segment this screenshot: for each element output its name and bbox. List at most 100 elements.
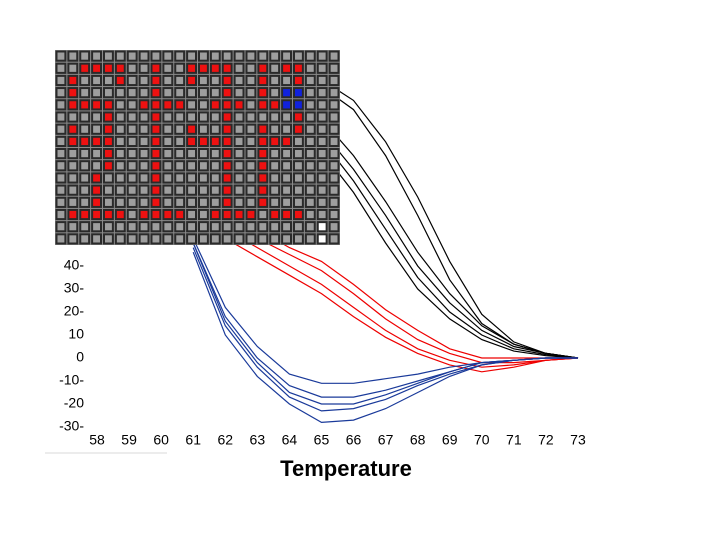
well bbox=[283, 198, 290, 206]
well bbox=[140, 235, 148, 243]
well bbox=[81, 89, 89, 97]
well bbox=[152, 113, 160, 121]
well bbox=[57, 198, 65, 206]
well bbox=[283, 89, 290, 97]
well bbox=[283, 101, 290, 109]
well bbox=[93, 52, 100, 60]
well bbox=[306, 101, 314, 109]
well bbox=[57, 101, 65, 109]
well bbox=[200, 162, 207, 170]
well bbox=[188, 101, 195, 109]
well bbox=[259, 162, 267, 170]
well bbox=[306, 174, 314, 182]
well bbox=[271, 137, 279, 145]
well bbox=[128, 174, 136, 182]
well bbox=[81, 52, 89, 60]
well bbox=[223, 89, 231, 97]
well bbox=[295, 186, 302, 194]
x-tick-label: 67 bbox=[378, 432, 394, 448]
well bbox=[176, 137, 184, 145]
x-tick-label: 73 bbox=[570, 432, 586, 448]
well bbox=[116, 198, 124, 206]
well bbox=[57, 186, 65, 194]
well bbox=[69, 64, 77, 72]
well bbox=[211, 52, 219, 60]
well bbox=[330, 137, 338, 145]
well bbox=[176, 186, 184, 194]
well bbox=[271, 113, 279, 121]
well bbox=[176, 210, 184, 219]
well bbox=[295, 223, 302, 231]
well bbox=[188, 125, 195, 133]
well bbox=[306, 125, 314, 133]
x-tick-label: 59 bbox=[121, 432, 137, 448]
curve bbox=[225, 237, 579, 373]
x-tick-label: 71 bbox=[506, 432, 522, 448]
well bbox=[283, 223, 290, 231]
well bbox=[81, 101, 89, 109]
well bbox=[105, 113, 112, 121]
well bbox=[188, 186, 195, 194]
well bbox=[223, 223, 231, 231]
well bbox=[105, 235, 112, 243]
well bbox=[152, 223, 160, 231]
well bbox=[259, 210, 267, 219]
well bbox=[116, 150, 124, 158]
well bbox=[93, 113, 100, 121]
well bbox=[223, 137, 231, 145]
well bbox=[259, 198, 267, 206]
well bbox=[247, 125, 255, 133]
well bbox=[140, 113, 148, 121]
well bbox=[211, 235, 219, 243]
well bbox=[247, 198, 255, 206]
well bbox=[164, 150, 172, 158]
well bbox=[235, 64, 243, 72]
well bbox=[105, 186, 112, 194]
well bbox=[152, 76, 160, 85]
well bbox=[330, 89, 338, 97]
well bbox=[164, 198, 172, 206]
well bbox=[116, 186, 124, 194]
well bbox=[81, 113, 89, 121]
well bbox=[211, 101, 219, 109]
well bbox=[93, 223, 100, 231]
well bbox=[200, 137, 207, 145]
well bbox=[128, 150, 136, 158]
plate-inset bbox=[55, 50, 340, 245]
well bbox=[211, 186, 219, 194]
well bbox=[223, 64, 231, 72]
well bbox=[140, 210, 148, 219]
well bbox=[152, 162, 160, 170]
well bbox=[235, 125, 243, 133]
well bbox=[247, 101, 255, 109]
well bbox=[188, 198, 195, 206]
x-tick-label: 68 bbox=[410, 432, 426, 448]
well bbox=[81, 223, 89, 231]
well bbox=[176, 235, 184, 243]
well bbox=[306, 186, 314, 194]
well bbox=[81, 235, 89, 243]
well bbox=[283, 210, 290, 219]
well bbox=[105, 150, 112, 158]
well bbox=[330, 150, 338, 158]
well bbox=[330, 210, 338, 219]
well bbox=[57, 223, 65, 231]
well bbox=[306, 76, 314, 85]
well bbox=[259, 137, 267, 145]
well bbox=[93, 174, 100, 182]
well bbox=[223, 150, 231, 158]
well bbox=[140, 125, 148, 133]
well bbox=[259, 89, 267, 97]
well bbox=[176, 223, 184, 231]
well bbox=[223, 198, 231, 206]
well bbox=[283, 76, 290, 85]
well bbox=[128, 198, 136, 206]
well bbox=[128, 101, 136, 109]
well bbox=[116, 113, 124, 121]
well bbox=[247, 162, 255, 170]
well bbox=[152, 186, 160, 194]
well bbox=[152, 198, 160, 206]
well bbox=[200, 223, 207, 231]
well bbox=[235, 210, 243, 219]
y-tick-label: 0 bbox=[76, 349, 84, 365]
